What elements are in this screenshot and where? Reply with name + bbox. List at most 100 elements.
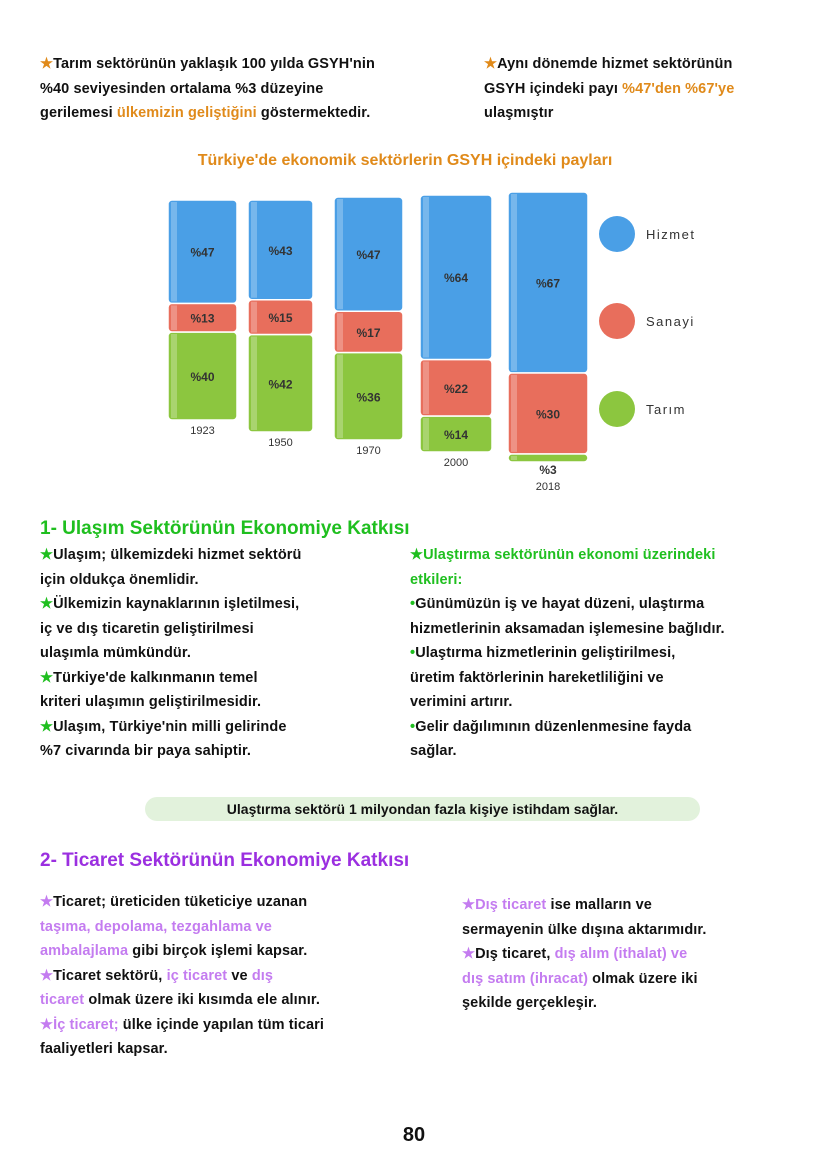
bar-2018: %3 %30 %67 2018 bbox=[507, 191, 589, 493]
text-line: üretim faktörlerinin hareketliliğini ve bbox=[410, 666, 820, 691]
section1-left-text: ★Ulaşım; ülkemizdeki hizmet sektörü için … bbox=[40, 543, 395, 764]
text-line: ★İç ticaret; ülke içinde yapılan tüm tic… bbox=[40, 1013, 450, 1038]
text: Tarım sektörünün yaklaşık 100 yılda GSYH… bbox=[53, 56, 375, 72]
text-line: ★Ulaşım, Türkiye'nin milli gelirinde bbox=[40, 715, 395, 740]
year-label: 2000 bbox=[444, 457, 468, 469]
text-line: taşıma, depolama, tezgahlama ve bbox=[40, 915, 450, 940]
text-line: GSYH içindeki payı %47'den %67'ye bbox=[484, 77, 814, 102]
bar-highlight bbox=[337, 313, 343, 351]
highlight-text: ★ bbox=[40, 967, 54, 984]
bar-highlight bbox=[171, 305, 177, 330]
text: gerilemesi bbox=[40, 105, 117, 121]
text: şekilde gerçekleşir. bbox=[462, 995, 598, 1011]
text: Ticaret sektörü, bbox=[53, 967, 167, 984]
stacked-cylinder-chart: %40 %13 %47 1923 %42 %15 %43 1950 %36 %17 %47 1970%… bbox=[167, 191, 695, 493]
bar-highlight bbox=[251, 301, 257, 333]
text: Günümüzün iş ve hayat düzeni, ulaştırma bbox=[415, 596, 705, 612]
text: sağlar. bbox=[410, 743, 457, 759]
text-line: iç ve dış ticaretin geliştirilmesi bbox=[40, 617, 395, 642]
highlight-text: ülkemizin geliştiğini bbox=[116, 105, 257, 121]
text: %7 civarında bir paya sahiptir. bbox=[40, 743, 252, 759]
text-line: sağlar. bbox=[410, 739, 820, 764]
text-line: ★Ticaret sektörü, iç ticaret ve dış bbox=[40, 964, 450, 989]
text-line: •Günümüzün iş ve hayat düzeni, ulaştırma bbox=[410, 592, 820, 617]
text-line: ★Aynı dönemde hizmet sektörünün bbox=[484, 52, 814, 77]
text: ve bbox=[227, 967, 252, 984]
text: Dış ticaret, bbox=[475, 946, 555, 962]
text-line: ulaşımla mümkündür. bbox=[40, 641, 395, 666]
text-line: kriteri ulaşımın geliştirilmesidir. bbox=[40, 690, 395, 715]
year-label: 1923 bbox=[190, 425, 214, 437]
section1-right-text: ★Ulaştırma sektörünün ekonomi üzerindeki… bbox=[410, 543, 820, 764]
text-line: verimini artırır. bbox=[410, 690, 820, 715]
highlight-text: %47'den %67'ye bbox=[622, 80, 735, 97]
text: Ülkemizin kaynaklarının işletilmesi, bbox=[53, 596, 300, 612]
text: Gelir dağılımının düzenlenmesine fayda bbox=[415, 718, 692, 735]
bar-1970: %36 %17 %47 1970 bbox=[333, 196, 404, 457]
text: hizmetlerinin aksamadan işlemesine bağlı… bbox=[410, 620, 725, 637]
text-line: ★Ticaret; üreticiden tüketiciye uzanan bbox=[40, 890, 450, 915]
bar-highlight bbox=[251, 336, 257, 430]
text: üretim faktörlerinin hareketliliğini ve bbox=[410, 669, 664, 686]
employment-note: Ulaştırma sektörü 1 milyondan fazla kişi… bbox=[145, 797, 700, 821]
highlight-text: ★ bbox=[40, 56, 54, 72]
section1-title: 1- Ulaşım Sektörünün Ekonomiye Katkısı bbox=[40, 518, 410, 539]
highlight-text: • bbox=[410, 645, 416, 661]
data-label: %47 bbox=[356, 248, 380, 262]
text-line: %7 civarında bir paya sahiptir. bbox=[40, 739, 395, 764]
data-label: %40 bbox=[190, 370, 214, 384]
legend-swatch-sanayi bbox=[599, 303, 635, 339]
text-line: için oldukça önemlidir. bbox=[40, 568, 395, 593]
bar-highlight bbox=[423, 361, 429, 415]
bar-highlight bbox=[171, 334, 177, 418]
text: Ticaret; üreticiden tüketiciye uzanan bbox=[53, 894, 308, 910]
text-line: gerilemesi ülkemizin geliştiğini gösterm… bbox=[40, 101, 470, 126]
highlight-text: ★İç ticaret; bbox=[40, 1016, 119, 1033]
text: ise malların ve bbox=[546, 897, 652, 913]
bar-highlight bbox=[511, 374, 517, 452]
highlight-text: dış alım (ithalat) ve bbox=[554, 946, 688, 962]
text: verimini artırır. bbox=[410, 694, 513, 710]
text: göstermektedir. bbox=[256, 105, 371, 121]
text: sermayenin ülke dışına aktarımıdır. bbox=[462, 921, 707, 938]
text-line: ★Türkiye'de kalkınmanın temel bbox=[40, 666, 395, 691]
legend-swatch-hizmet bbox=[599, 216, 635, 252]
highlight-text: ★ bbox=[40, 894, 54, 910]
highlight-text: taşıma, depolama, tezgahlama ve bbox=[40, 918, 272, 935]
highlight-text: ticaret bbox=[40, 992, 85, 1008]
bar-highlight bbox=[511, 194, 517, 371]
section2-title: 2- Ticaret Sektörünün Ekonomiye Katkısı bbox=[40, 850, 410, 871]
data-label: %47 bbox=[190, 246, 214, 260]
bar-highlight bbox=[337, 199, 343, 310]
data-label: %42 bbox=[268, 377, 292, 391]
year-label: 1970 bbox=[356, 445, 380, 457]
bar-1923: %40 %13 %47 1923 bbox=[167, 199, 238, 437]
highlight-text: ★ bbox=[40, 718, 54, 735]
highlight-text: ★ bbox=[40, 547, 54, 563]
text-line: ★Ülkemizin kaynaklarının işletilmesi, bbox=[40, 592, 395, 617]
text-line: faaliyetleri kapsar. bbox=[40, 1037, 450, 1062]
data-label: %67 bbox=[536, 276, 560, 290]
data-label: %30 bbox=[536, 407, 560, 421]
section2-left-text: ★Ticaret; üreticiden tüketiciye uzanan ta… bbox=[40, 890, 450, 1062]
bar-segment-tarım bbox=[507, 453, 589, 463]
bar-segment-hizmet bbox=[247, 199, 314, 301]
text-line: ★Ulaşım; ülkemizdeki hizmet sektörü bbox=[40, 543, 395, 568]
text: Ulaşım; ülkemizdeki hizmet sektörü bbox=[53, 547, 302, 563]
highlight-text: iç ticaret bbox=[166, 967, 228, 984]
text: Ulaşım, Türkiye'nin milli gelirinde bbox=[53, 718, 287, 735]
bar-2000: %14 %22 %64 2000 bbox=[419, 194, 493, 469]
highlight-text: • bbox=[410, 718, 416, 735]
bar-highlight bbox=[171, 202, 177, 302]
bar-1950: %42 %15 %43 1950 bbox=[247, 199, 314, 449]
data-label: %22 bbox=[444, 382, 468, 396]
text-line: •Gelir dağılımının düzenlenmesine fayda bbox=[410, 715, 820, 740]
legend-label: Hizmet bbox=[646, 227, 695, 242]
text: için oldukça önemlidir. bbox=[40, 571, 199, 588]
data-label: %3 bbox=[539, 463, 557, 477]
text: Ulaştırma hizmetlerinin geliştirilmesi, bbox=[415, 645, 676, 661]
text-line: ambalajlama gibi birçok işlemi kapsar. bbox=[40, 939, 450, 964]
highlight-text: ★Dış ticaret bbox=[462, 897, 547, 913]
bar-highlight bbox=[511, 455, 517, 460]
bar-segment-hizmet bbox=[167, 199, 238, 305]
